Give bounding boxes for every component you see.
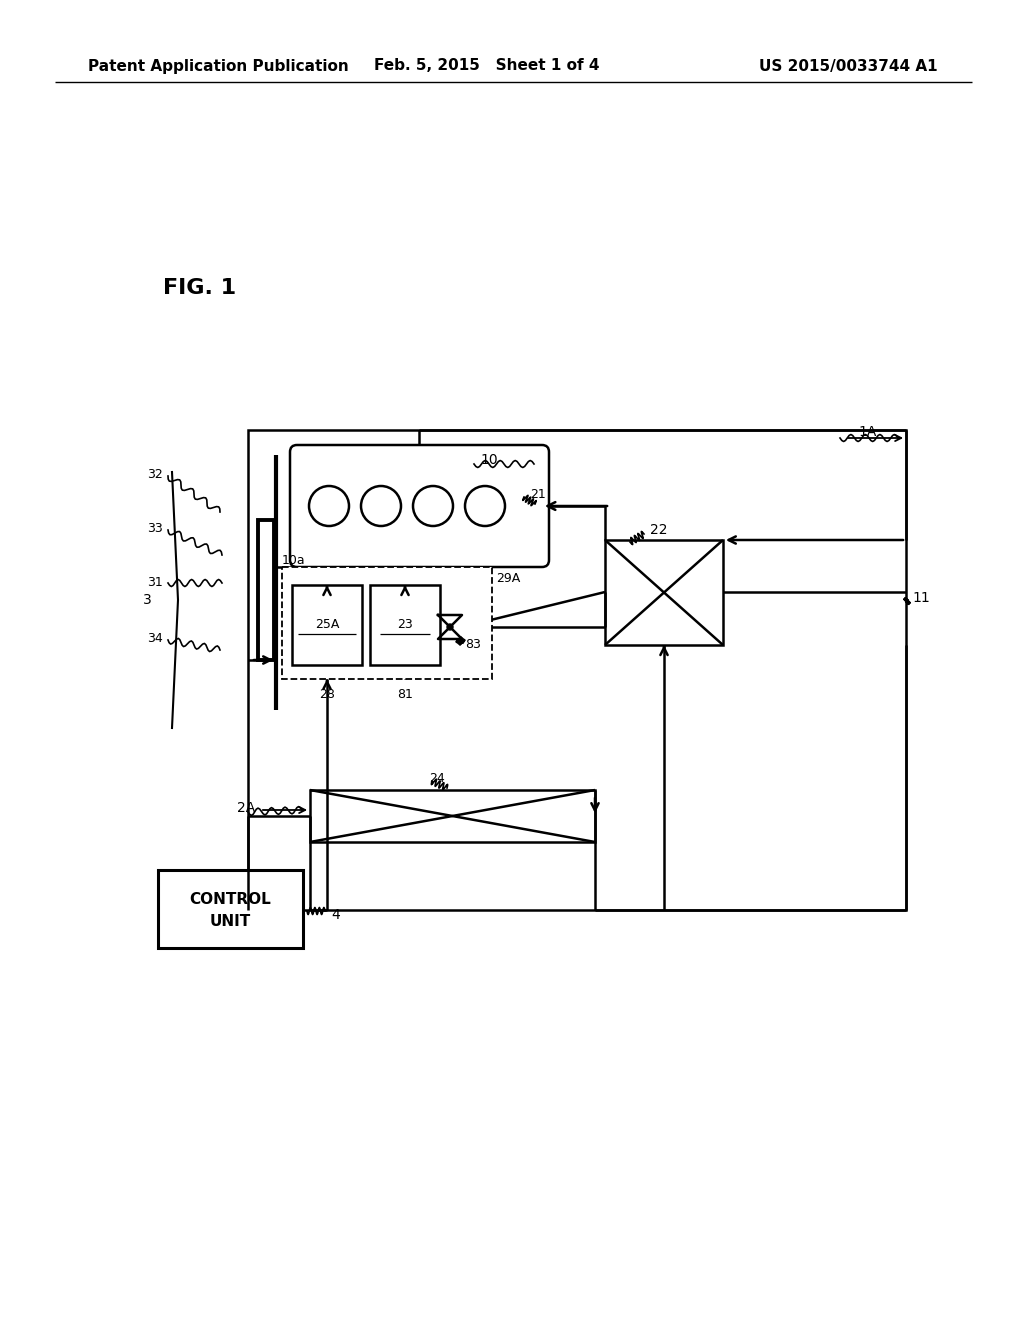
Text: 25A: 25A: [314, 619, 339, 631]
Bar: [248, 430, 906, 909]
Bar: [282, 568, 492, 678]
Bar: [605, 540, 723, 645]
Text: 34: 34: [147, 631, 163, 644]
Text: 11: 11: [912, 591, 930, 605]
Text: Patent Application Publication: Patent Application Publication: [88, 58, 349, 74]
Text: 32: 32: [147, 467, 163, 480]
Text: 3: 3: [143, 593, 152, 607]
Text: 29A: 29A: [496, 573, 520, 586]
Text: CONTROL: CONTROL: [189, 891, 271, 907]
Text: 28: 28: [319, 689, 335, 701]
Text: 81: 81: [397, 689, 413, 701]
Text: 24: 24: [429, 771, 444, 784]
Text: US 2015/0033744 A1: US 2015/0033744 A1: [760, 58, 938, 74]
Text: UNIT: UNIT: [209, 913, 251, 928]
Text: 10: 10: [480, 453, 498, 467]
Bar: [370, 585, 440, 665]
Bar: [310, 789, 595, 842]
Bar: [158, 870, 303, 948]
Text: 23: 23: [397, 619, 413, 631]
Text: 31: 31: [147, 576, 163, 589]
Circle shape: [447, 624, 453, 630]
Text: Feb. 5, 2015   Sheet 1 of 4: Feb. 5, 2015 Sheet 1 of 4: [374, 58, 600, 74]
Text: 1A: 1A: [858, 425, 877, 440]
Text: 83: 83: [465, 639, 481, 652]
Text: 10a: 10a: [282, 553, 305, 566]
Text: 4: 4: [331, 908, 340, 921]
Text: FIG. 1: FIG. 1: [163, 279, 237, 298]
FancyBboxPatch shape: [290, 445, 549, 568]
Bar: [292, 585, 362, 665]
Bar: [258, 520, 274, 660]
Text: 2A: 2A: [237, 801, 255, 814]
Text: 22: 22: [650, 523, 668, 537]
Text: 33: 33: [147, 521, 163, 535]
Text: 21: 21: [530, 487, 546, 500]
